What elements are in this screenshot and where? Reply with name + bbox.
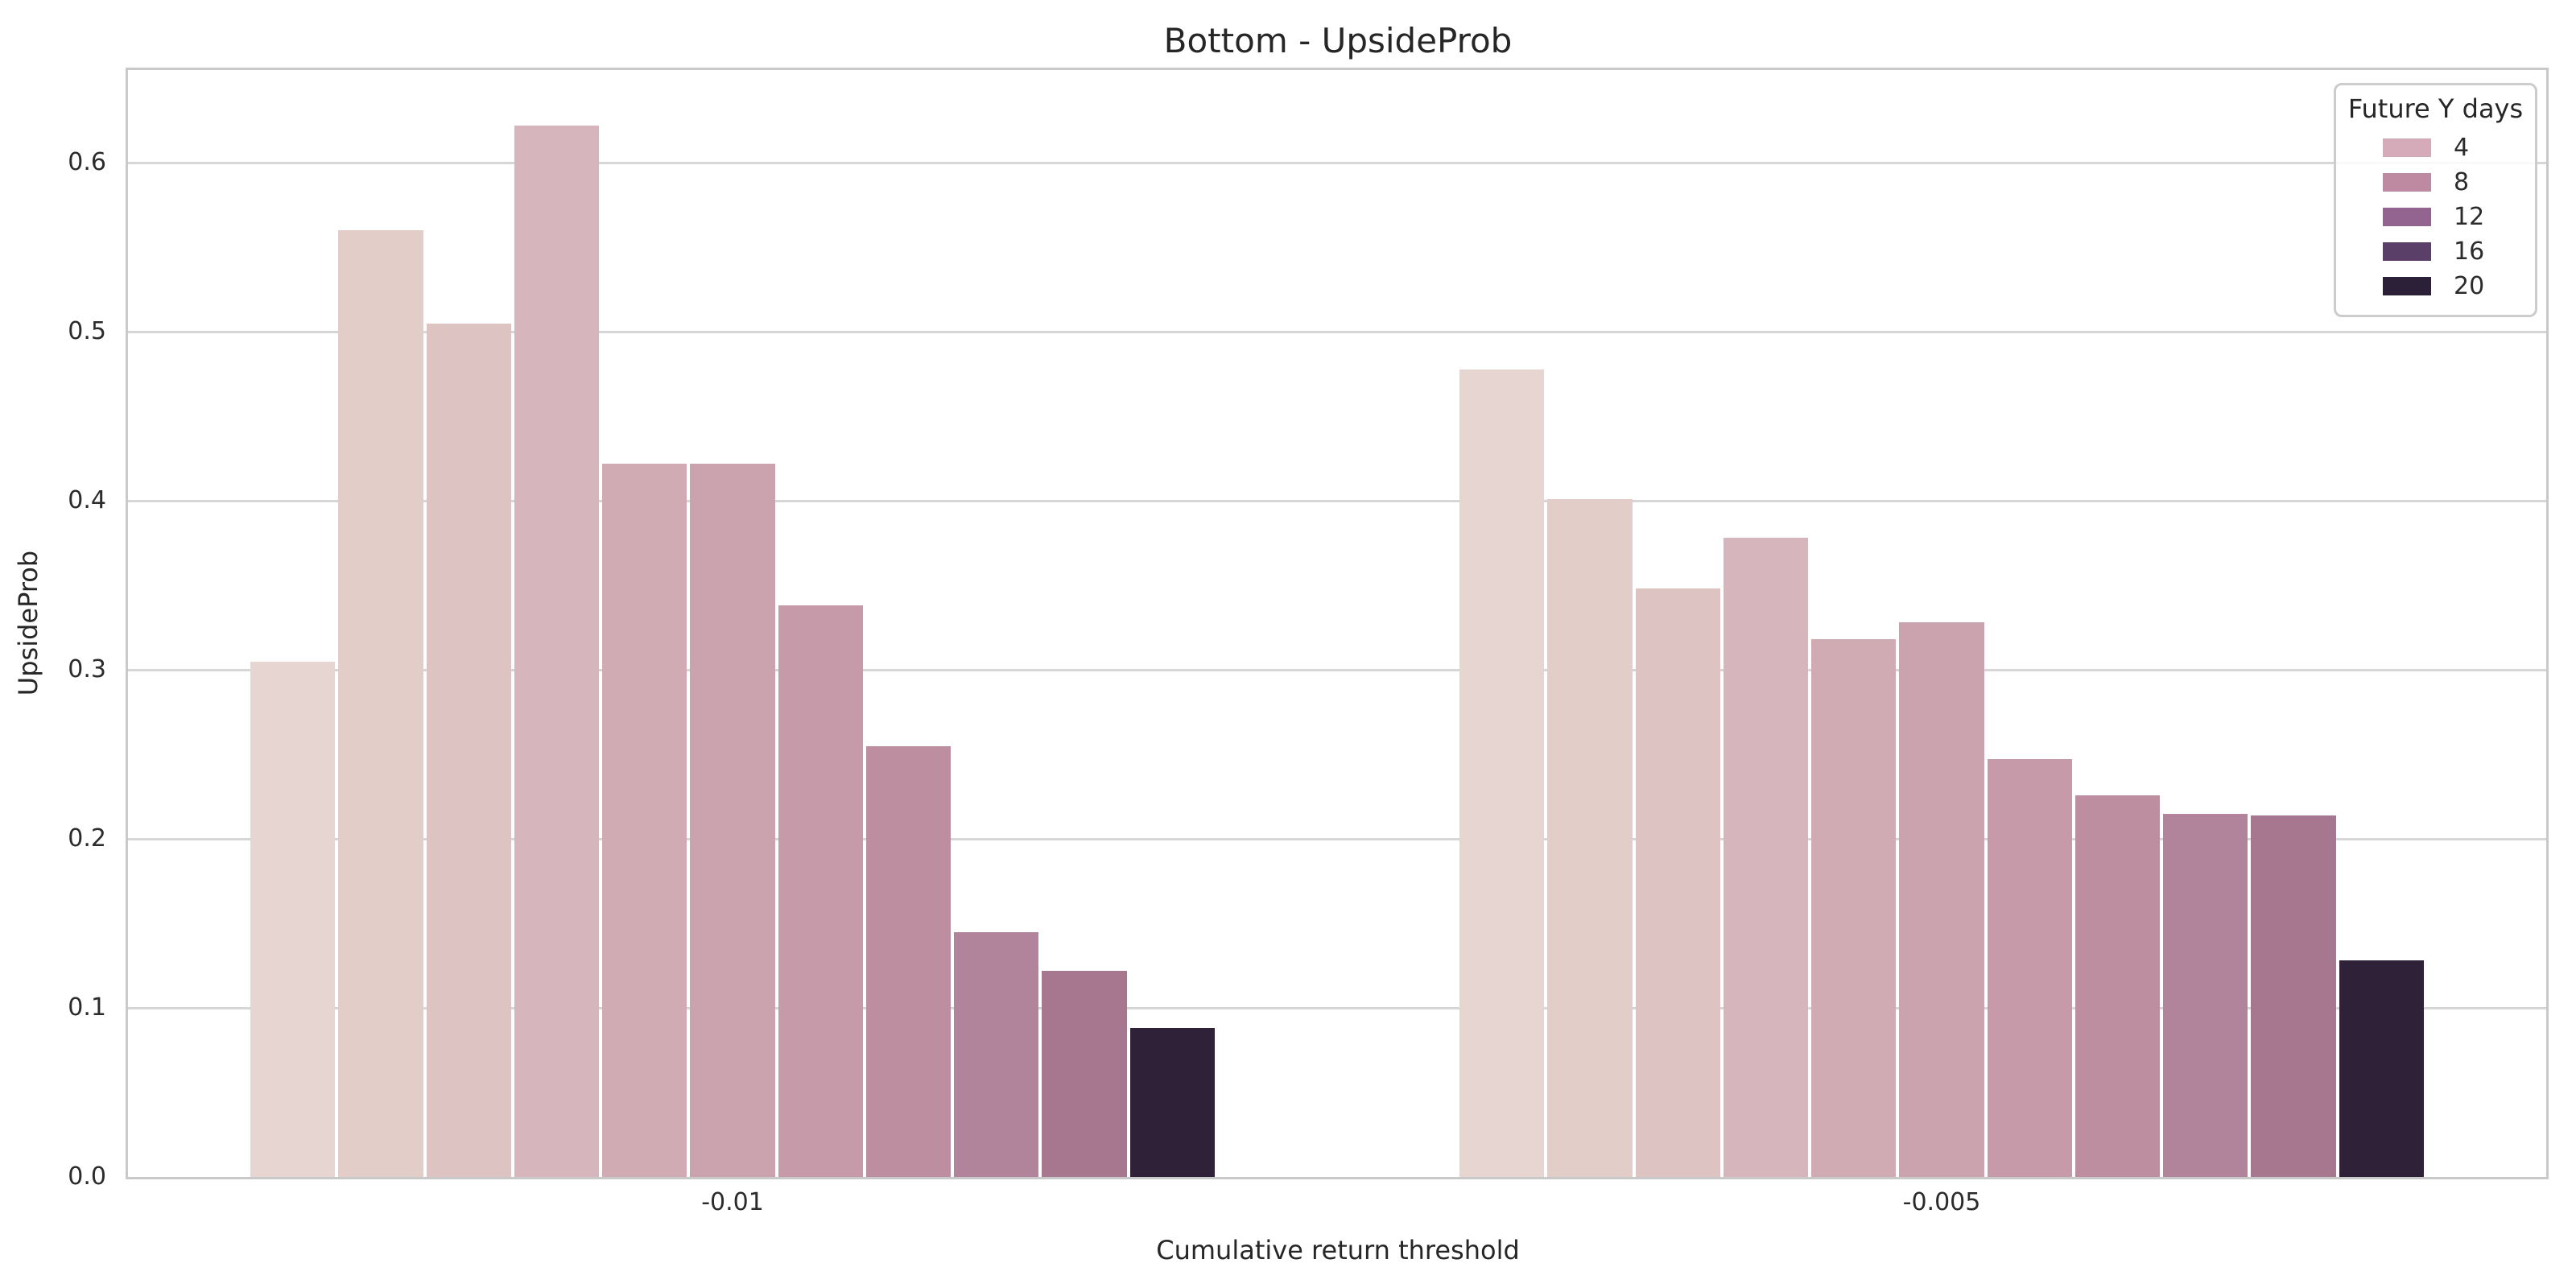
bar--0.005-9: [2163, 813, 2248, 1177]
x-axis-label: Cumulative return threshold: [1156, 1235, 1520, 1265]
legend-swatch-8: [2383, 173, 2431, 192]
legend-label-12: 12: [2454, 203, 2485, 231]
gridline-0.5: [128, 330, 2546, 333]
bar--0.005-4: [1723, 538, 1809, 1177]
gridline-0.1: [128, 1006, 2546, 1009]
bar--0.005-2: [1547, 499, 1633, 1177]
legend-title: Future Y days: [2347, 93, 2524, 124]
bar--0.01-6: [690, 464, 775, 1177]
bar--0.005-1: [1459, 369, 1545, 1177]
chart-title: Bottom - UpsideProb: [1163, 21, 1513, 60]
bar--0.01-9: [954, 931, 1039, 1177]
gridline-0.2: [128, 837, 2546, 840]
gridline-0.4: [128, 499, 2546, 502]
legend-label-8: 8: [2454, 168, 2470, 196]
bar--0.01-11: [1129, 1028, 1215, 1177]
bar--0.01-1: [250, 661, 336, 1177]
legend-swatch-16: [2383, 242, 2431, 261]
bar--0.01-8: [865, 745, 952, 1177]
legend-label-4: 4: [2454, 134, 2470, 162]
legend-entry-8: 8: [2336, 165, 2535, 200]
y-tick-label-0.4: 0.4: [68, 486, 106, 515]
legend-items: 4 8 12 16 20: [2336, 130, 2535, 303]
bar--0.005-6: [1899, 622, 1984, 1177]
legend-swatch-4: [2383, 138, 2431, 157]
bar--0.005-8: [2074, 795, 2161, 1177]
legend-entry-4: 4: [2336, 130, 2535, 165]
legend-entry-12: 12: [2336, 200, 2535, 234]
bar--0.01-3: [426, 323, 511, 1177]
plot-area: Future Y days 4 8 12 16 20: [126, 68, 2549, 1179]
bar--0.01-5: [602, 464, 687, 1177]
gridline-0.3: [128, 668, 2546, 671]
x-tick-label--0.01: -0.01: [701, 1188, 764, 1216]
bar--0.005-11: [2339, 960, 2424, 1177]
y-tick-label-0.1: 0.1: [68, 993, 106, 1022]
legend-entry-20: 20: [2336, 269, 2535, 303]
legend-label-16: 16: [2454, 237, 2485, 266]
legend-swatch-12: [2383, 208, 2431, 226]
y-tick-label-0.0: 0.0: [68, 1162, 106, 1191]
gridline-0.6: [128, 161, 2546, 164]
bar--0.005-10: [2251, 815, 2336, 1177]
bar--0.01-10: [1042, 970, 1127, 1177]
x-tick-label--0.005: -0.005: [1902, 1188, 1981, 1216]
bar--0.01-7: [778, 605, 863, 1177]
bar--0.01-2: [338, 230, 423, 1177]
y-tick-label-0.5: 0.5: [68, 317, 106, 346]
legend-label-20: 20: [2454, 272, 2485, 300]
y-tick-label-0.6: 0.6: [68, 148, 106, 177]
legend-entry-16: 16: [2336, 234, 2535, 269]
y-tick-label-0.2: 0.2: [68, 824, 106, 853]
bar--0.005-5: [1811, 639, 1897, 1177]
legend-swatch-20: [2383, 277, 2431, 295]
legend: Future Y days 4 8 12 16 20: [2334, 83, 2537, 317]
bar--0.005-3: [1635, 588, 1720, 1177]
bar--0.01-4: [514, 126, 600, 1177]
bar--0.005-7: [1987, 759, 2072, 1177]
y-tick-label-0.3: 0.3: [68, 655, 106, 684]
